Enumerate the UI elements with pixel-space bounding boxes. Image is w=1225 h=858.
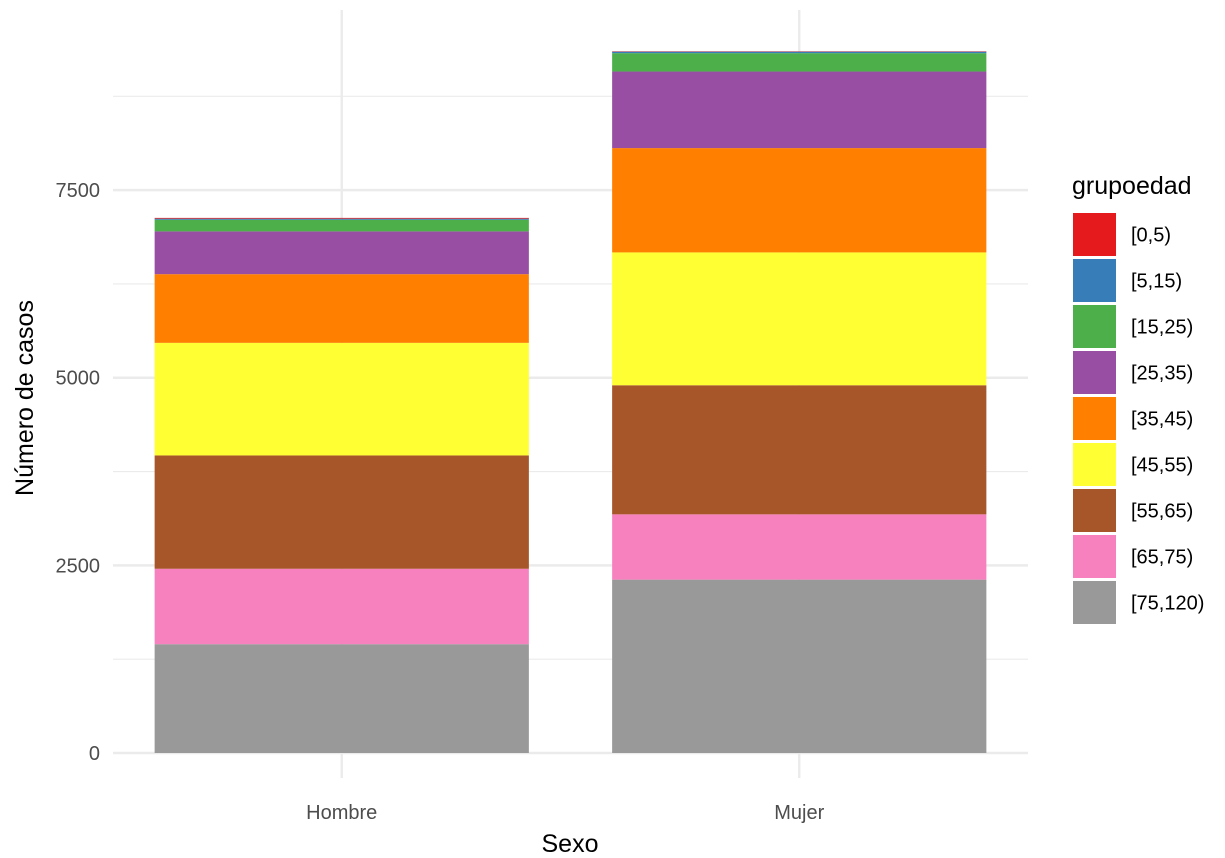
x-tick-label: Mujer (774, 802, 824, 824)
bar-segment (612, 579, 987, 753)
bar-segment (154, 219, 529, 232)
bar-segment (154, 455, 529, 569)
bar-segment (612, 252, 987, 386)
legend-label: [0,5) (1131, 225, 1171, 247)
bar-segment (154, 644, 529, 753)
bar-segment (154, 342, 529, 456)
legend-items: [0,5) [5,15) [15,25) [25,35) [35,45) [45,55) [… (1073, 213, 1204, 624)
legend-key (1073, 351, 1116, 394)
legend-key (1073, 305, 1116, 348)
x-axis-tick-labels: Hombre Mujer (306, 802, 824, 824)
legend-label: [75,120) (1131, 593, 1204, 615)
bar-segment (154, 218, 529, 220)
legend-key (1073, 489, 1116, 532)
bar-segment (612, 514, 987, 580)
legend: grupoedad [0,5) [5,15) [15,25) [25,35) [35,4… (1072, 172, 1204, 624)
legend-key (1073, 213, 1116, 256)
y-tick-label: 2500 (56, 555, 101, 577)
y-axis-tick-labels: 0 2500 5000 7500 (56, 180, 101, 765)
bar-segment (154, 568, 529, 645)
bar-segment (612, 148, 987, 253)
bar-segment (612, 71, 987, 149)
bar-segment (612, 51, 987, 54)
bar-segment (612, 385, 987, 515)
x-axis-title: Sexo (542, 830, 599, 858)
bar-segment (154, 217, 529, 219)
y-tick-label: 0 (89, 743, 100, 765)
bars (154, 51, 987, 753)
bar-segment (154, 274, 529, 343)
legend-key (1073, 581, 1116, 624)
legend-label: [65,75) (1131, 547, 1193, 569)
legend-label: [15,25) (1131, 317, 1193, 339)
legend-key (1073, 443, 1116, 486)
legend-key (1073, 397, 1116, 440)
legend-key (1073, 535, 1116, 578)
bar-segment (612, 53, 987, 72)
legend-label: [45,55) (1131, 455, 1193, 477)
y-tick-label: 5000 (56, 368, 101, 390)
legend-label: [5,15) (1131, 271, 1182, 293)
y-axis-title: Número de casos (11, 300, 39, 496)
legend-label: [55,65) (1131, 501, 1193, 523)
legend-label: [35,45) (1131, 409, 1193, 431)
x-tick-label: Hombre (306, 802, 377, 824)
legend-key (1073, 259, 1116, 302)
legend-label: [25,35) (1131, 363, 1193, 385)
bar-segment (154, 231, 529, 275)
y-tick-label: 7500 (56, 180, 101, 202)
legend-title: grupoedad (1072, 172, 1192, 200)
